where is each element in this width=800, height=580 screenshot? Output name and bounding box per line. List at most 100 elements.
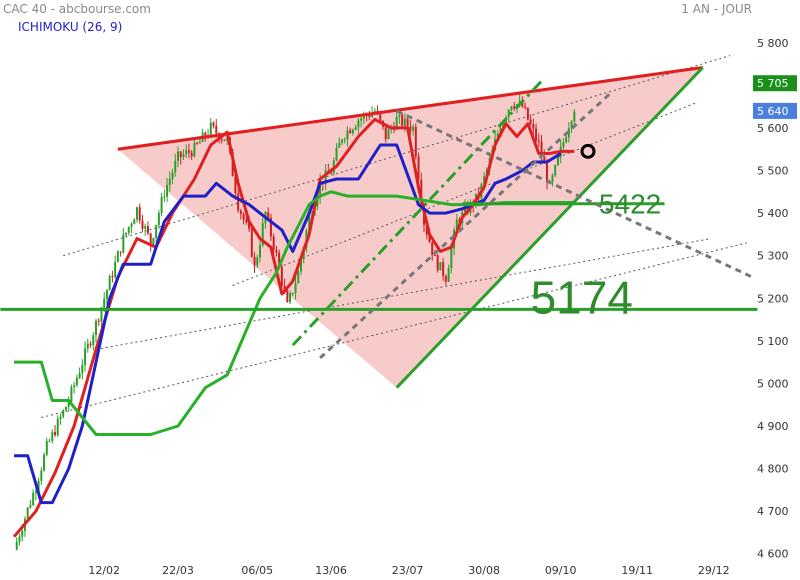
candle-body [412, 126, 415, 131]
trend-line-0 [117, 65, 704, 151]
y-tick-label: 4 600 [757, 548, 789, 561]
candle-body [551, 175, 554, 182]
candle-body [368, 115, 371, 117]
y-tick-label: 4 800 [757, 463, 789, 476]
candle-body [21, 530, 24, 537]
candle-body [349, 130, 352, 134]
candle-body [237, 193, 240, 211]
price-tags-layer: 5 705 5 640 [753, 75, 797, 119]
candle-body [116, 251, 119, 263]
trend-line-7 [63, 55, 731, 257]
candle-body [398, 114, 401, 117]
candle-body [18, 536, 21, 542]
candle-body [179, 151, 182, 158]
candle-body [346, 130, 349, 140]
candle-body [146, 226, 149, 234]
candle-body [272, 236, 275, 250]
y-tick-label: 5 800 [757, 37, 789, 50]
candle-body [447, 268, 450, 282]
candle-body [125, 232, 128, 235]
candle-body [442, 262, 445, 277]
candle-body [351, 129, 354, 134]
candle-body [269, 217, 272, 237]
candle-body [75, 378, 78, 386]
candle-body [157, 213, 160, 225]
candle-body [141, 220, 144, 229]
candle-body [537, 140, 540, 142]
x-tick-label: 12/02 [88, 564, 120, 577]
candle-body [562, 142, 565, 147]
candle-body [122, 234, 125, 253]
candle-body [259, 245, 261, 258]
price-tag-box [753, 75, 797, 92]
candle-body [565, 137, 568, 143]
candle-body [546, 163, 548, 183]
indicator-label: ICHIMOKU (26, 9) [18, 20, 123, 34]
candle-body [108, 276, 111, 291]
candle-body [51, 432, 54, 441]
candle-body [308, 215, 311, 231]
candle-body [256, 257, 259, 266]
candle-body [354, 127, 357, 130]
candle-body [573, 111, 576, 122]
y-tick-label: 4 900 [757, 420, 789, 433]
candle-body [341, 139, 343, 143]
candle-body [198, 141, 201, 144]
candle-body [499, 128, 502, 134]
y-tick-label: 5 600 [757, 122, 789, 135]
candle-body [316, 197, 319, 207]
candle-body [95, 320, 97, 336]
candle-body [554, 165, 557, 176]
candle-body [253, 256, 256, 266]
candle-body [26, 507, 29, 519]
trend-line-4 [291, 80, 543, 347]
trend-line-9 [95, 238, 712, 350]
annotation-level-upper: 5422 [599, 189, 661, 220]
y-tick-label: 4 700 [757, 505, 789, 518]
candle-body [48, 440, 51, 442]
candle-body [529, 119, 532, 125]
annotation-level-lower: 5174 [531, 271, 633, 323]
candle-body [384, 126, 387, 140]
candle-body [152, 238, 155, 245]
candle-body [403, 118, 406, 126]
candle-body [532, 124, 535, 129]
candle-body [261, 223, 264, 246]
candle-body [275, 249, 278, 253]
candle-body [357, 120, 360, 128]
x-tick-label: 23/07 [392, 564, 424, 577]
y-tick-label: 5 400 [757, 207, 789, 220]
candle-body [81, 365, 84, 374]
candle-body [406, 118, 409, 127]
candle-body [436, 255, 439, 271]
candle-body [483, 176, 486, 185]
candle-body [502, 121, 505, 129]
candle-body [62, 410, 65, 417]
candle-body [182, 154, 185, 158]
trendline-layer [0, 65, 758, 389]
candle-body [196, 142, 199, 144]
candle-body [521, 101, 524, 107]
candle-body [526, 107, 529, 120]
candle-body [114, 262, 117, 278]
candle-body [444, 276, 447, 282]
candle-body [289, 293, 292, 303]
candle-body [89, 343, 92, 346]
price-tag-label: 5 705 [757, 77, 789, 90]
candle-body [204, 132, 207, 137]
y-tick-label: 5 500 [757, 165, 789, 178]
trend-line-1 [395, 66, 704, 389]
candle-body [84, 348, 87, 366]
chart-header-left: CAC 40 - abcbourse.com [3, 2, 151, 16]
candle-body [360, 118, 363, 121]
candle-body [513, 106, 516, 109]
candle-body [43, 454, 46, 471]
candle-body [245, 219, 248, 222]
candle-body [280, 267, 283, 286]
y-tick-label: 5 300 [757, 250, 789, 263]
candle-body [70, 386, 73, 402]
candle-body [15, 541, 18, 550]
annotations-layer: 5422 5174 [531, 143, 661, 323]
candle-body [86, 343, 89, 349]
